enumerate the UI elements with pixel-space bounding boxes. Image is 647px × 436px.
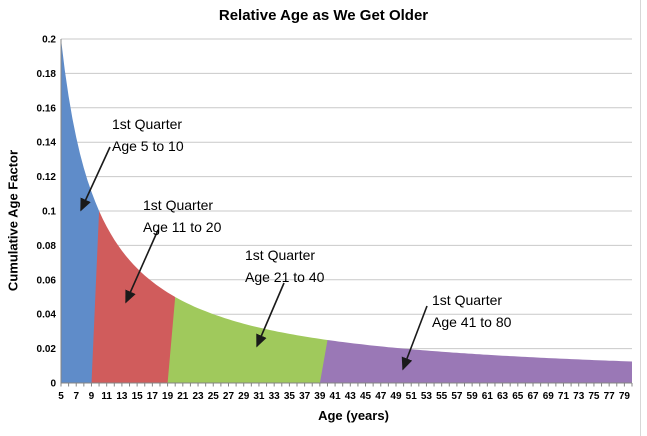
x-tick-label: 29 <box>238 391 250 402</box>
x-tick-label: 35 <box>284 391 296 402</box>
y-tick-label: 0.06 <box>37 275 57 286</box>
area-segment <box>167 297 328 383</box>
x-tick-label: 65 <box>512 391 524 402</box>
annotation-arrow <box>256 282 285 348</box>
x-tick-label: 55 <box>436 391 448 402</box>
y-tick-label: 0.02 <box>37 344 57 355</box>
y-tick-label: 0.12 <box>37 172 57 183</box>
chart-title: Relative Age as We Get Older <box>218 7 429 24</box>
annotation-text: 1st Quarter Age 11 to 20 <box>143 194 221 238</box>
chart-border-right <box>640 0 641 436</box>
x-tick-label: 17 <box>147 391 159 402</box>
x-tick-label: 23 <box>192 391 204 402</box>
y-tick-label: 0.18 <box>37 69 57 80</box>
x-tick-label: 45 <box>360 391 372 402</box>
annotation-text: 1st Quarter Age 21 to 40 <box>245 244 324 288</box>
y-tick-label: 0 <box>50 379 56 390</box>
x-tick-label: 71 <box>558 391 570 402</box>
x-tick-label: 5 <box>58 391 64 402</box>
x-tick-label: 21 <box>177 391 189 402</box>
x-tick-label: 11 <box>101 391 112 402</box>
x-tick-label: 59 <box>467 391 479 402</box>
x-tick-label: 15 <box>132 391 144 402</box>
x-tick-label: 73 <box>573 391 585 402</box>
x-tick-label: 53 <box>421 391 433 402</box>
x-tick-label: 9 <box>89 391 95 402</box>
annotation-text: 1st Quarter Age 41 to 80 <box>432 289 511 333</box>
x-tick-label: 75 <box>588 391 600 402</box>
annotation-text: 1st Quarter Age 5 to 10 <box>112 113 184 157</box>
x-tick-label: 13 <box>116 391 128 402</box>
y-tick-label: 0.16 <box>37 103 57 114</box>
x-tick-label: 25 <box>208 391 220 402</box>
y-tick-label: 0.2 <box>42 35 56 46</box>
annotation-line: 1st Quarter <box>143 197 214 213</box>
area-segment <box>61 39 100 383</box>
annotation-line: Age 11 to 20 <box>143 219 222 235</box>
annotation-line: 1st Quarter <box>245 247 316 263</box>
x-tick-label: 43 <box>345 391 357 402</box>
x-tick-label: 39 <box>314 391 326 402</box>
x-tick-label: 41 <box>330 391 342 402</box>
annotation-arrow <box>125 229 159 304</box>
y-axis-title: Cumulative Age Factor <box>5 149 21 292</box>
x-tick-label: 47 <box>375 391 387 402</box>
x-axis-title: Age (years) <box>318 408 389 423</box>
area-segment <box>319 340 632 383</box>
y-tick-label: 0.04 <box>37 310 57 321</box>
x-tick-label: 33 <box>269 391 281 402</box>
x-tick-label: 51 <box>406 391 418 402</box>
annotation-line: Age 5 to 10 <box>112 138 184 154</box>
x-tick-label: 61 <box>482 391 494 402</box>
x-tick-label: 77 <box>604 391 616 402</box>
x-tick-label: 63 <box>497 391 509 402</box>
x-tick-label: 37 <box>299 391 311 402</box>
x-tick-label: 31 <box>253 391 265 402</box>
x-tick-label: 79 <box>619 391 631 402</box>
annotation-line: Age 21 to 40 <box>245 269 325 285</box>
x-tick-label: 19 <box>162 391 174 402</box>
annotation-arrow <box>80 146 111 212</box>
annotation-line: 1st Quarter <box>112 116 183 132</box>
x-tick-label: 7 <box>73 391 79 402</box>
y-tick-label: 0.1 <box>42 207 56 218</box>
x-tick-label: 49 <box>390 391 402 402</box>
y-tick-label: 0.14 <box>37 138 57 149</box>
y-tick-label: 0.08 <box>37 241 57 252</box>
x-tick-label: 67 <box>527 391 539 402</box>
annotation-line: 1st Quarter <box>432 292 503 308</box>
annotation-line: Age 41 to 80 <box>432 314 512 330</box>
x-tick-label: 27 <box>223 391 235 402</box>
x-tick-label: 57 <box>451 391 463 402</box>
x-tick-label: 69 <box>543 391 555 402</box>
annotation-arrow <box>401 305 428 371</box>
